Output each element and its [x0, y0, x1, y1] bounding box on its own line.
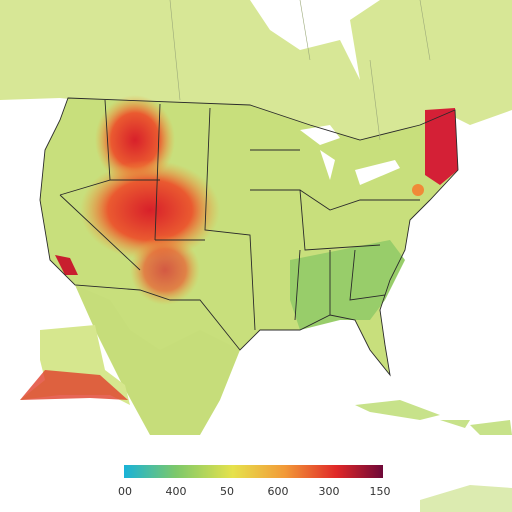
hot-spot — [412, 184, 424, 196]
colorbar-label: 300 — [319, 485, 340, 498]
colorbar-label: 00 — [118, 485, 132, 498]
colorbar-label: 50 — [220, 485, 234, 498]
south-land — [420, 485, 512, 512]
mexico — [75, 285, 240, 435]
colorbar — [124, 465, 383, 478]
province-borders — [169, 0, 431, 141]
colorbar-label: 150 — [370, 485, 391, 498]
canada-land — [0, 0, 512, 150]
hot-zone-west — [80, 160, 220, 260]
colorbar-label: 400 — [166, 485, 187, 498]
caribbean — [355, 400, 512, 435]
alaska-hot — [20, 370, 128, 400]
hot-zone-coast — [55, 255, 78, 275]
hot-zone-northeast — [425, 108, 458, 185]
colorbar-label: 600 — [268, 485, 289, 498]
colorbar-labels: 00 400 50 600 300 150 — [118, 485, 391, 498]
great-lakes — [300, 125, 400, 185]
hudson-bay — [250, 0, 380, 80]
us-outline — [39, 97, 459, 377]
hot-zone-south — [130, 235, 200, 305]
southeast — [290, 240, 405, 330]
state-borders — [59, 99, 420, 331]
